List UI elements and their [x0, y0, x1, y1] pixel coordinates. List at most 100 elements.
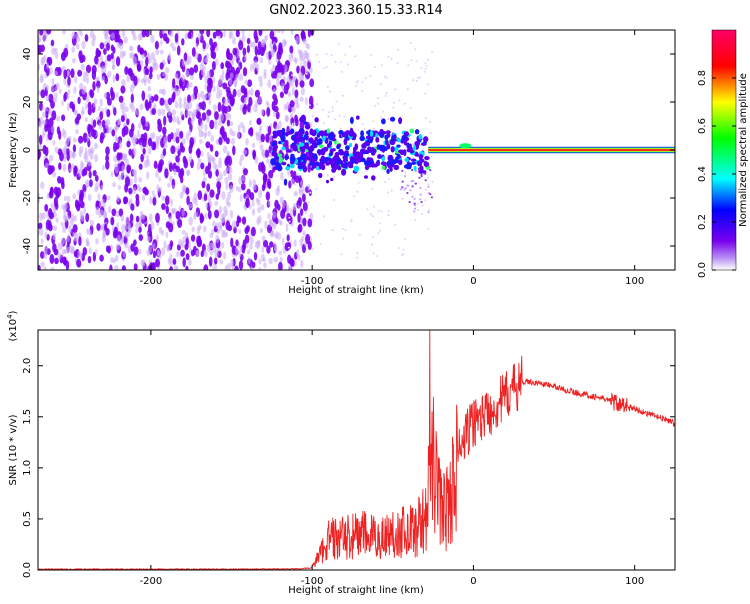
- spectrogram-noise-mark: [89, 89, 93, 96]
- spectrogram-transition-mark: [304, 123, 311, 130]
- spectrogram-noise-mark: [106, 54, 112, 62]
- spectrogram-noise-mark: [148, 213, 153, 222]
- spectrogram-noise-mark: [159, 159, 164, 167]
- spectrogram-noise-mark: [135, 183, 141, 191]
- spectrogram-noise-mark: [187, 128, 192, 137]
- spectrogram-speckle-mark: [415, 60, 418, 63]
- spectrogram-noise-mark: [295, 35, 300, 45]
- spectrogram-noise-mark: [210, 134, 214, 142]
- spectrogram-speckle-mark: [338, 114, 341, 117]
- spectrogram-noise-mark: [249, 236, 254, 245]
- spectrogram-noise-mark: [225, 167, 229, 173]
- spectrogram-noise-mark: [217, 185, 221, 196]
- spectrogram-tail-mark: [401, 180, 404, 183]
- spectrogram-speckle-mark: [335, 100, 338, 103]
- spectrogram-transition-mark: [424, 156, 430, 161]
- spectrogram-noise-mark: [197, 158, 202, 164]
- spectrogram-noise-mark: [152, 196, 157, 206]
- spectrogram-noise-mark: [61, 237, 65, 246]
- spectrogram-speckle-mark: [423, 70, 426, 73]
- spectrogram-noise-mark: [147, 85, 152, 92]
- y-tick-label: 0.5: [22, 511, 33, 527]
- spectrogram-noise-mark: [93, 142, 98, 150]
- spectrogram-noise-mark: [302, 201, 308, 212]
- spectrogram-noise-mark: [75, 36, 81, 43]
- spectrogram-tail-mark: [403, 175, 406, 178]
- spectrogram-noise-mark: [144, 99, 149, 109]
- spectrogram-noise-mark: [123, 36, 128, 44]
- spectrogram-noise-mark: [276, 30, 281, 34]
- spectrogram-noise-mark: [155, 48, 160, 56]
- spectrogram-speckle-mark: [290, 211, 293, 214]
- spectrogram-noise-mark: [269, 30, 275, 40]
- spectrogram-noise-mark: [193, 64, 199, 74]
- spectrogram-noise-mark: [209, 119, 215, 130]
- spectrogram-transition-mark: [318, 144, 324, 149]
- spectrogram-noise-mark: [124, 183, 129, 193]
- spectrogram-noise-mark: [61, 114, 66, 122]
- spectrogram-noise-mark: [141, 137, 147, 148]
- spectrogram-noise-mark: [94, 153, 99, 163]
- spectrogram-noise-mark: [255, 99, 259, 107]
- spectrogram-noise-mark: [189, 136, 195, 147]
- spectrogram-noise-mark: [161, 203, 166, 210]
- spectrogram-noise-mark: [80, 54, 86, 63]
- spectrogram-speckle-mark: [419, 76, 422, 79]
- spectrogram-noise-mark: [161, 247, 166, 256]
- spectrogram-noise-mark: [249, 41, 254, 48]
- spectrogram-carrier-band: [428, 149, 675, 151]
- spectrogram-noise-mark: [281, 200, 286, 209]
- spectrogram-noise-mark: [149, 66, 153, 74]
- spectrogram-noise-mark: [40, 181, 45, 190]
- spectrogram-noise-mark: [153, 160, 158, 170]
- snr-panel: -200 -100 0 100 0.0 0.5 1.0 1.5 2.0 Height of s…: [6, 310, 676, 596]
- spectrogram-noise-mark: [38, 144, 42, 150]
- spectrogram-noise-mark: [132, 147, 137, 156]
- spectrogram-noise-mark: [148, 100, 152, 109]
- spectrogram-noise-mark: [248, 127, 253, 136]
- spectrogram-noise-mark: [200, 121, 204, 130]
- spectrogram-noise-mark: [294, 260, 297, 267]
- spectrogram-noise-mark: [184, 32, 189, 40]
- spectrogram-noise-mark: [278, 261, 283, 270]
- spectrogram-tail-mark: [412, 179, 415, 183]
- spectrogram-noise-mark: [178, 87, 181, 94]
- spectrogram-noise-mark: [38, 222, 43, 230]
- spectrogram-noise-mark: [62, 130, 67, 139]
- spectrogram-speckle-mark: [384, 95, 387, 97]
- spectrogram-noise-mark: [77, 96, 81, 105]
- spectrogram-noise-mark: [48, 190, 54, 199]
- spectrogram-transition-mark: [418, 134, 423, 140]
- spectrogram-transition-mark: [371, 161, 375, 168]
- spectrogram-noise-mark: [114, 34, 120, 43]
- spectrogram-noise-mark: [285, 223, 289, 232]
- spectrogram-noise-mark: [120, 85, 126, 94]
- spectrogram-noise-mark: [158, 186, 163, 192]
- spectrogram-noise-mark: [115, 142, 120, 150]
- spectrogram-speckle-mark: [386, 154, 389, 157]
- spectrogram-noise-mark: [218, 205, 223, 215]
- spectrogram-noise-mark: [61, 99, 64, 106]
- spectrogram-noise-mark: [207, 156, 212, 163]
- spectrogram-transition-mark: [360, 130, 365, 137]
- spectrogram-noise-mark: [228, 113, 232, 120]
- spectrogram-speckle-mark: [355, 84, 357, 87]
- spectrogram-noise-mark: [299, 208, 304, 216]
- spectrogram-noise-mark: [117, 184, 121, 190]
- spectrogram-noise-mark: [170, 145, 176, 155]
- spectrogram-noise-mark: [295, 249, 300, 258]
- spectrogram-noise-mark: [39, 227, 44, 236]
- spectrogram-noise-mark: [179, 130, 184, 139]
- spectrogram-noise-mark: [272, 64, 276, 72]
- spectrogram-tail-mark: [414, 182, 417, 185]
- spectrogram-noise-mark: [202, 176, 207, 183]
- spectrogram-noise-mark: [85, 64, 92, 74]
- spectrogram-noise-mark: [223, 30, 226, 38]
- spectrogram-noise-mark: [162, 148, 167, 157]
- spectrogram-noise-mark: [266, 245, 271, 254]
- spectrogram-noise-mark: [77, 188, 81, 196]
- spectrogram-noise-mark: [68, 245, 74, 254]
- spectrogram-noise-mark: [251, 199, 255, 207]
- spectrogram-noise-mark: [222, 229, 227, 238]
- spectrogram-noise-mark: [193, 213, 197, 220]
